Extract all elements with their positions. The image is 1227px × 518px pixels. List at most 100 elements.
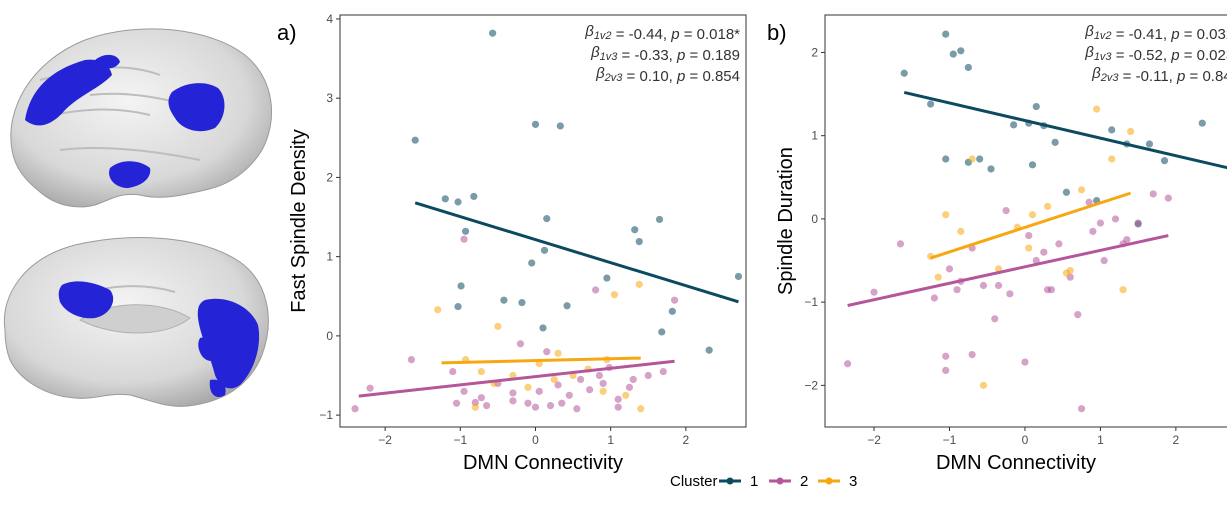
point-cluster-2 — [449, 367, 457, 376]
point-cluster-2 — [1006, 290, 1014, 298]
panel-label: b) — [767, 20, 787, 45]
point-cluster-2 — [1089, 227, 1097, 236]
point-cluster-1 — [457, 282, 465, 290]
point-cluster-2 — [644, 371, 652, 380]
y-tick-label: 0 — [326, 329, 333, 343]
y-tick-label: 4 — [326, 12, 333, 26]
stat-annotation: β2v3 = -0.11, p = 0.847 — [1091, 65, 1227, 85]
y-tick-label: 0 — [811, 212, 818, 226]
point-cluster-1 — [976, 155, 984, 163]
stat-annotation: β1v3 = -0.52, p = 0.023* — [1084, 44, 1227, 64]
point-cluster-2 — [460, 387, 468, 395]
plot-frame — [824, 14, 1227, 428]
panel-label: a) — [277, 20, 297, 45]
x-axis-title: DMN Connectivity — [936, 452, 1096, 474]
y-tick-label: 1 — [326, 250, 333, 264]
x-tick-label: −2 — [378, 433, 392, 447]
chart-panel-a: a) −2 −1 0 1 2 −1 0 1 2 3 4 DMN Connectivity Fast Spi… — [277, 12, 747, 474]
point-cluster-3 — [957, 227, 965, 236]
fit-line-cluster-1 — [903, 90, 1227, 170]
point-cluster-1 — [454, 302, 462, 311]
point-cluster-3 — [1126, 127, 1135, 136]
point-cluster-1 — [957, 47, 965, 55]
point-cluster-3 — [599, 387, 607, 395]
dmn-region-parietal — [168, 83, 225, 132]
point-cluster-2 — [1055, 240, 1063, 248]
point-cluster-2 — [1111, 215, 1120, 223]
point-cluster-2 — [366, 384, 374, 392]
point-cluster-1 — [454, 198, 462, 206]
point-cluster-3 — [610, 291, 619, 299]
point-cluster-1 — [964, 63, 972, 72]
point-cluster-2 — [573, 405, 581, 413]
point-cluster-2 — [896, 240, 905, 248]
point-cluster-2 — [558, 399, 566, 407]
point-cluster-3 — [509, 371, 517, 380]
point-cluster-1 — [1062, 188, 1071, 196]
legend-title: Cluster — [670, 473, 718, 490]
point-cluster-2 — [1085, 198, 1093, 206]
point-cluster-1 — [655, 215, 664, 224]
point-cluster-1 — [705, 346, 713, 354]
point-cluster-2 — [1025, 231, 1033, 240]
point-cluster-2 — [531, 403, 540, 411]
point-cluster-3 — [622, 391, 630, 399]
point-cluster-3 — [1108, 155, 1116, 163]
point-cluster-1 — [1108, 126, 1116, 134]
point-cluster-2 — [670, 296, 679, 304]
point-cluster-2 — [599, 379, 607, 388]
legend-item-2: 2 — [769, 473, 808, 490]
plot-area: β1v2 = -0.44, p = 0.018*β1v3 = -0.33, p … — [351, 23, 743, 413]
dmn-region-medial-prefrontal — [58, 281, 114, 319]
legend-item-1: 1 — [719, 473, 758, 490]
fit-line-cluster-3 — [930, 191, 1132, 260]
point-cluster-2 — [1134, 219, 1142, 227]
x-tick-label: −2 — [867, 433, 881, 447]
point-cluster-1 — [528, 259, 536, 267]
point-cluster-2 — [629, 375, 637, 384]
point-cluster-2 — [524, 399, 532, 407]
point-cluster-1 — [635, 238, 643, 246]
point-cluster-2 — [942, 366, 950, 375]
brain-medial-view — [3, 237, 269, 407]
point-cluster-1 — [1051, 138, 1059, 146]
y-axis-title: Fast Spindle Density — [288, 129, 310, 312]
y-tick-label: 3 — [326, 91, 333, 105]
point-cluster-2 — [1040, 248, 1048, 256]
x-tick-label: 2 — [683, 433, 690, 447]
plot-frame — [339, 14, 747, 428]
point-cluster-2 — [595, 371, 603, 380]
point-cluster-2 — [351, 405, 359, 413]
point-cluster-3 — [934, 273, 942, 281]
point-cluster-1 — [1160, 157, 1169, 165]
point-cluster-1 — [518, 299, 526, 307]
point-cluster-1 — [668, 307, 676, 315]
x-tick-label: 1 — [1097, 433, 1104, 447]
point-cluster-2 — [546, 402, 555, 410]
point-cluster-3 — [1093, 105, 1101, 113]
point-cluster-2 — [1002, 206, 1010, 215]
point-cluster-1 — [1145, 140, 1154, 148]
point-cluster-1 — [631, 226, 639, 234]
fit-line-cluster-3 — [441, 356, 641, 365]
point-cluster-2 — [1047, 286, 1055, 294]
point-cluster-2 — [1096, 219, 1105, 227]
point-cluster-2 — [407, 356, 416, 364]
point-cluster-1 — [987, 165, 995, 173]
point-cluster-2 — [625, 383, 634, 391]
point-cluster-1 — [734, 272, 743, 281]
point-cluster-2 — [930, 294, 939, 302]
point-cluster-2 — [483, 402, 491, 410]
point-cluster-2 — [1077, 405, 1086, 413]
point-cluster-3 — [635, 280, 643, 288]
point-cluster-2 — [460, 235, 468, 243]
point-cluster-2 — [509, 397, 517, 405]
y-tick-label: 2 — [326, 170, 333, 184]
plot-area: β1v2 = -0.41, p = 0.032*β1v3 = -0.52, p … — [844, 23, 1227, 413]
point-cluster-2 — [994, 281, 1003, 290]
fit-line-cluster-1 — [414, 201, 739, 304]
fit-line-cluster-2 — [847, 234, 1169, 307]
point-cluster-2 — [870, 288, 878, 296]
point-cluster-2 — [1032, 256, 1040, 265]
point-cluster-1 — [942, 155, 950, 163]
